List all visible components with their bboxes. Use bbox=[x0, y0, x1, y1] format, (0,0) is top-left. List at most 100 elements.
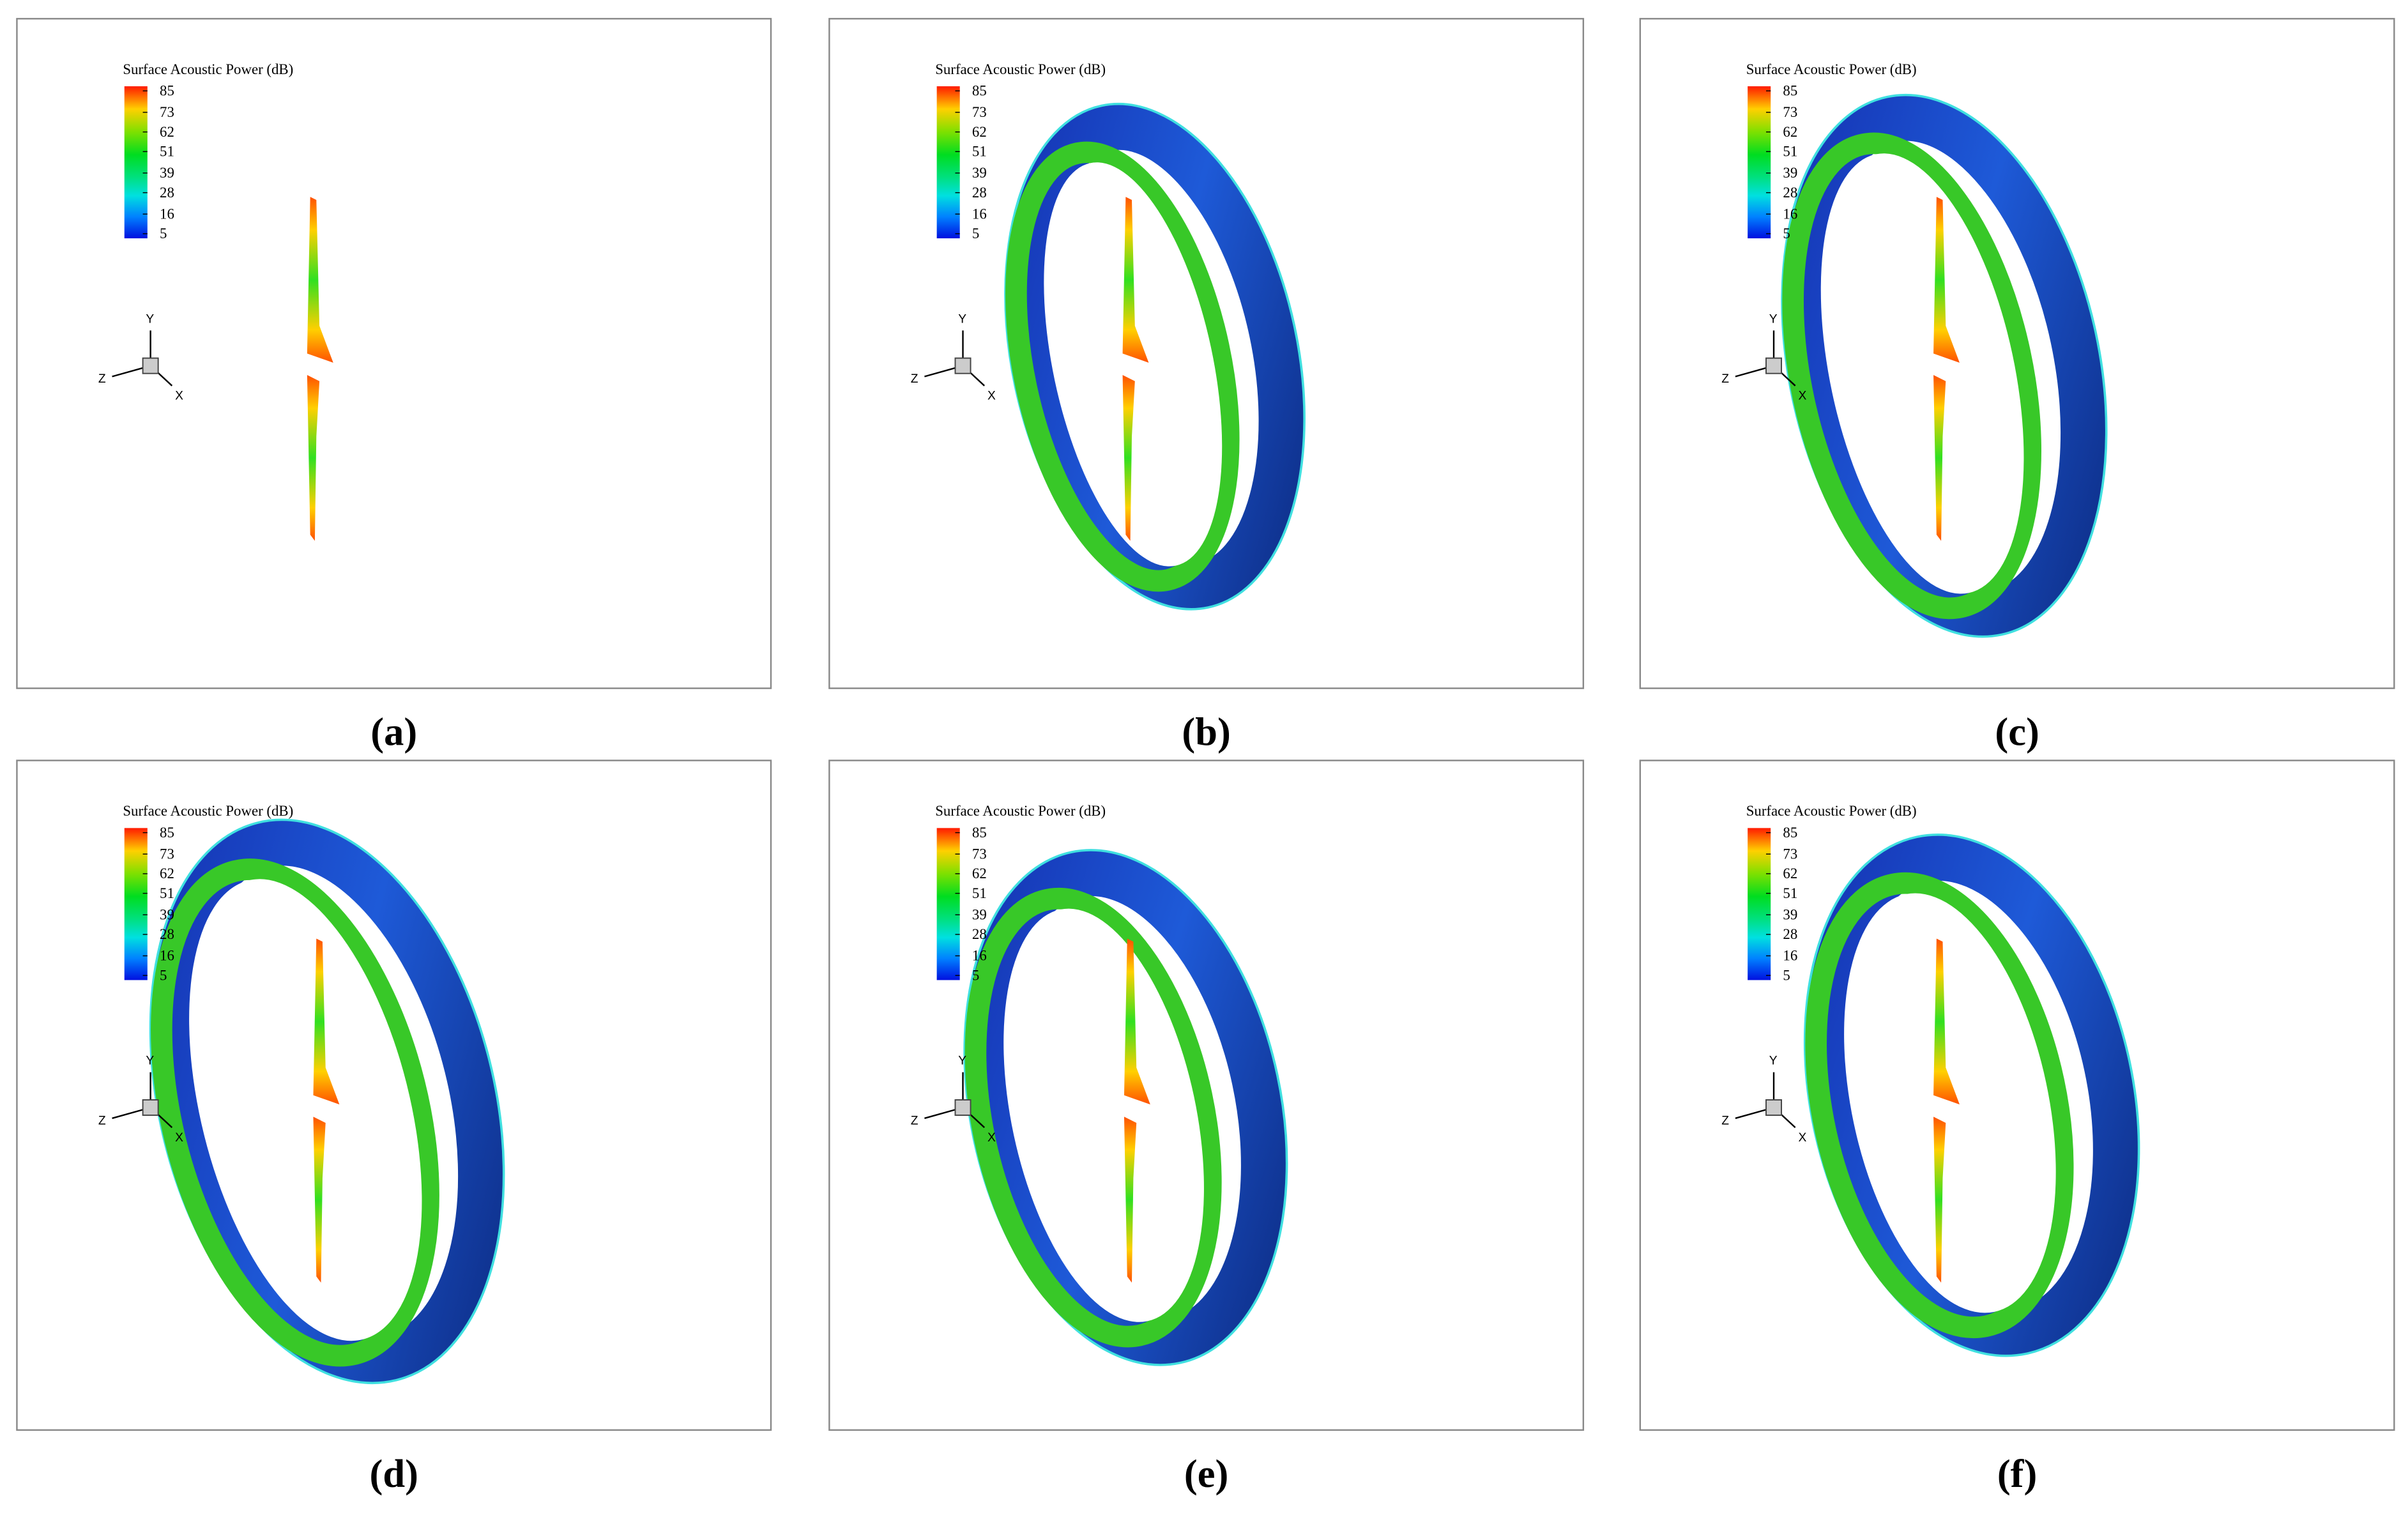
blade-upper bbox=[1933, 938, 1960, 1105]
panel: Surface Acoustic Power (dB) 85 73 62 51 39 28 1… bbox=[16, 759, 772, 1496]
ring bbox=[1803, 834, 2140, 1357]
axis-cube bbox=[954, 1099, 972, 1116]
colorbar-label: 5 bbox=[160, 967, 167, 983]
blade-lower bbox=[307, 375, 320, 541]
panel: Surface Acoustic Power (dB) 85 73 62 51 39 28 1… bbox=[1639, 759, 2395, 1496]
colorbar-label: 5 bbox=[972, 967, 979, 983]
blade-upper bbox=[313, 938, 340, 1105]
axis-x-label: X bbox=[1798, 390, 1806, 403]
panel: Surface Acoustic Power (dB) 85 73 62 51 39 28 1… bbox=[1639, 18, 2395, 754]
colorbar-label: 39 bbox=[160, 906, 174, 922]
axis-cube bbox=[954, 357, 972, 374]
ring-inner bbox=[151, 858, 439, 1367]
colorbar-label: 85 bbox=[1783, 83, 1797, 99]
ring-inner bbox=[1005, 141, 1240, 592]
axis-x-label: X bbox=[1798, 1131, 1806, 1145]
colorbar bbox=[936, 828, 960, 980]
caption: (b) bbox=[1182, 710, 1230, 754]
colorbar-label: 5 bbox=[1783, 967, 1790, 983]
ring-inner bbox=[964, 887, 1222, 1348]
colorbar-label: 39 bbox=[160, 165, 174, 181]
axis-x-label: X bbox=[987, 1131, 996, 1145]
colorbar bbox=[1748, 828, 1771, 980]
colorbar-label: 51 bbox=[160, 885, 174, 901]
blade-upper bbox=[1124, 938, 1150, 1105]
ring-inner bbox=[1805, 872, 2074, 1339]
ring-edge bbox=[1004, 102, 1306, 611]
axis-z-label: Z bbox=[1721, 372, 1729, 386]
panel: Surface Acoustic Power (dB) 85 73 62 51 39 28 1… bbox=[16, 18, 772, 754]
colorbar-label: 5 bbox=[160, 225, 167, 241]
ring-inner bbox=[1782, 132, 2041, 620]
colorbar-label: 85 bbox=[972, 825, 987, 841]
colorbar-label: 73 bbox=[160, 104, 174, 120]
blade-lower bbox=[1933, 375, 1946, 541]
blade-lower bbox=[1933, 1116, 1946, 1283]
colorbar-label: 85 bbox=[1783, 825, 1797, 841]
colorbar bbox=[124, 828, 148, 980]
axis-y-label: Y bbox=[958, 1055, 966, 1068]
axis-z-label: Z bbox=[98, 1114, 106, 1127]
colorbar-label: 39 bbox=[1783, 906, 1797, 922]
ring bbox=[1004, 102, 1306, 611]
colorbar-label: 85 bbox=[160, 83, 174, 99]
colorbar-label: 39 bbox=[1783, 165, 1797, 181]
ring-hole bbox=[1044, 162, 1223, 567]
ring-hole bbox=[189, 879, 422, 1341]
axis-x-label: X bbox=[987, 390, 996, 403]
colorbar-label: 62 bbox=[972, 124, 987, 140]
ring-edge bbox=[963, 849, 1288, 1366]
axis-z-label: Z bbox=[1721, 1114, 1729, 1127]
ring-edge bbox=[1803, 834, 2140, 1357]
ring-hole bbox=[1844, 893, 2056, 1313]
caption: (a) bbox=[370, 710, 417, 754]
colorbar-label: 51 bbox=[1783, 144, 1797, 160]
panel: Surface Acoustic Power (dB) 85 73 62 51 39 28 1… bbox=[828, 759, 1585, 1496]
colorbar-label: 62 bbox=[1783, 865, 1797, 881]
legend-title: Surface Acoustic Power (dB) bbox=[1746, 803, 1917, 819]
axis-cube bbox=[1765, 1099, 1782, 1116]
blade-upper bbox=[1122, 197, 1149, 363]
colorbar-label: 16 bbox=[972, 206, 987, 222]
blade-lower bbox=[313, 1116, 326, 1283]
colorbar-label: 5 bbox=[972, 225, 979, 241]
panel: Surface Acoustic Power (dB) 85 73 62 51 39 28 1… bbox=[828, 18, 1585, 754]
axis-cube bbox=[1765, 357, 1782, 374]
colorbar-label: 51 bbox=[972, 885, 987, 901]
ring bbox=[963, 849, 1288, 1366]
colorbar-label: 51 bbox=[1783, 885, 1797, 901]
colorbar-label: 28 bbox=[972, 185, 987, 201]
colorbar-label: 51 bbox=[972, 144, 987, 160]
axis-y-label: Y bbox=[146, 312, 154, 326]
colorbar bbox=[936, 86, 960, 239]
legend-title: Surface Acoustic Power (dB) bbox=[935, 803, 1106, 819]
colorbar-label: 62 bbox=[160, 865, 174, 881]
caption: (c) bbox=[1995, 710, 2039, 754]
ring-edge bbox=[1781, 93, 2108, 638]
ring-edge bbox=[149, 818, 505, 1385]
blade-lower bbox=[1124, 1116, 1137, 1283]
legend-title: Surface Acoustic Power (dB) bbox=[1746, 61, 1917, 77]
legend-title: Surface Acoustic Power (dB) bbox=[123, 61, 293, 77]
caption: (f) bbox=[1997, 1451, 2037, 1496]
ring-outer bbox=[150, 819, 505, 1383]
colorbar-label: 85 bbox=[160, 825, 174, 841]
ring-outer bbox=[964, 850, 1288, 1366]
colorbar-label: 16 bbox=[972, 948, 987, 964]
legend-title: Surface Acoustic Power (dB) bbox=[123, 803, 293, 819]
axis-cube bbox=[142, 357, 159, 374]
colorbar-label: 51 bbox=[160, 144, 174, 160]
ring-outer bbox=[1005, 103, 1305, 609]
colorbar-label: 28 bbox=[160, 185, 174, 201]
colorbar-label: 28 bbox=[1783, 185, 1797, 201]
axis-y-label: Y bbox=[1769, 312, 1778, 326]
blade-upper bbox=[1933, 197, 1960, 363]
legend-title: Surface Acoustic Power (dB) bbox=[935, 61, 1106, 77]
colorbar-label: 16 bbox=[1783, 948, 1797, 964]
axis-z-label: Z bbox=[911, 1114, 918, 1127]
ring-outer bbox=[1781, 95, 2107, 637]
colorbar-label: 28 bbox=[160, 926, 174, 942]
ring-hole bbox=[1820, 153, 2024, 594]
colorbar-label: 73 bbox=[160, 846, 174, 862]
